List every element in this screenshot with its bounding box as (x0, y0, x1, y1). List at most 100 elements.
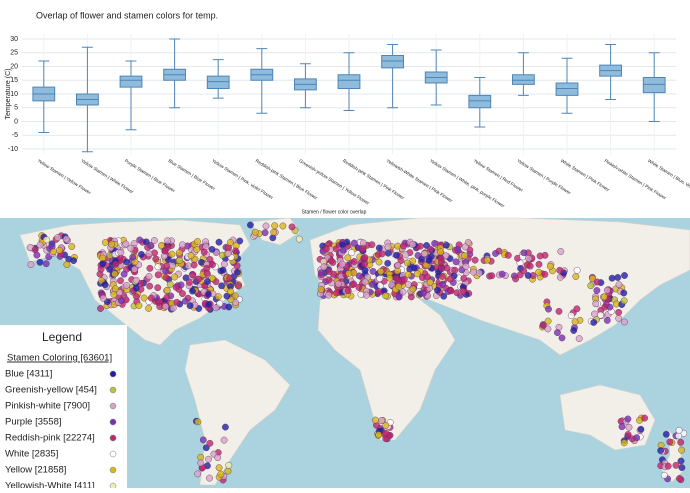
map-point (232, 247, 240, 255)
map-point (618, 423, 626, 431)
map-point (36, 258, 44, 266)
map-point (407, 293, 415, 301)
map-point (214, 454, 222, 461)
map-point (338, 260, 346, 268)
map-point (438, 265, 446, 272)
map-point (374, 288, 382, 295)
legend-label: Reddish-pink [22274] (5, 433, 95, 444)
map-point (359, 239, 367, 247)
map-point (544, 325, 552, 333)
y-tick-label: 25 (10, 50, 18, 57)
y-tick-label: 0 (14, 118, 18, 125)
map-point (176, 256, 184, 264)
map-point (434, 286, 441, 294)
map-point (129, 253, 137, 261)
map-point (512, 275, 519, 283)
map-point (225, 461, 233, 469)
map-point (399, 288, 407, 296)
map-point (106, 265, 114, 273)
map-point (419, 289, 427, 297)
map-point (447, 287, 455, 295)
map-point (557, 248, 565, 255)
map-point (169, 262, 176, 270)
map-point (179, 290, 186, 297)
map-point (145, 304, 153, 312)
map-point (451, 266, 459, 274)
map-point (461, 252, 468, 260)
map-point (350, 239, 358, 247)
map-point (539, 322, 547, 329)
map-point (110, 291, 118, 298)
map-point (466, 246, 474, 254)
map-point (541, 270, 549, 278)
map-point (118, 297, 125, 304)
map-point (223, 292, 231, 300)
map-point (438, 272, 446, 280)
map-point (184, 262, 192, 270)
legend-label: Yellowish-White [411] (5, 481, 95, 488)
map-point (227, 288, 235, 295)
map-point (122, 240, 130, 248)
map-point (621, 272, 628, 279)
map-point (498, 270, 506, 278)
legend-swatch (109, 482, 117, 490)
map-point (154, 271, 162, 279)
map-point (624, 415, 632, 423)
map-point (251, 228, 259, 236)
map-point (520, 267, 528, 275)
map-point (641, 414, 648, 422)
map-point (163, 286, 171, 294)
map-point (154, 263, 162, 271)
map-point (166, 280, 174, 288)
map-point (363, 291, 370, 299)
map-point (325, 291, 332, 299)
map-point (178, 241, 186, 249)
map-point (597, 311, 604, 319)
legend-swatch (109, 418, 117, 426)
map-point (339, 246, 347, 254)
y-tick-label: -5 (12, 132, 18, 139)
map-point (42, 260, 50, 268)
map-point (344, 287, 352, 294)
map-point (197, 453, 205, 461)
map-point (202, 444, 210, 452)
map-point (409, 285, 417, 293)
map-point (404, 271, 412, 279)
map-point (112, 285, 119, 293)
map-point (101, 239, 109, 246)
map-point (572, 273, 580, 280)
map-point (209, 261, 216, 269)
legend-label: White [2835] (5, 449, 58, 460)
map-point (378, 417, 386, 424)
map-point (332, 245, 340, 253)
map-point (520, 249, 528, 257)
map-point (554, 329, 561, 336)
map-point (145, 273, 153, 280)
map-point (147, 242, 155, 250)
legend-swatch (109, 402, 117, 410)
y-tick-label: 5 (14, 105, 18, 112)
map-point (637, 425, 645, 433)
map-point (194, 470, 202, 478)
map-point (333, 289, 340, 297)
map-point (615, 314, 623, 322)
map-point (36, 241, 44, 249)
map-point (375, 258, 383, 266)
map-point (544, 317, 552, 325)
map-point (361, 253, 369, 261)
map-point (376, 275, 384, 282)
map-point (573, 266, 581, 274)
map-point (377, 268, 385, 275)
map-point (431, 239, 438, 247)
map-point (220, 436, 228, 444)
map-point (111, 270, 119, 278)
map-point (606, 303, 614, 311)
map-point (271, 222, 279, 230)
map-point (123, 281, 130, 289)
map-point (589, 275, 596, 282)
map-point (162, 302, 170, 310)
map-point (154, 284, 162, 292)
map-point (206, 439, 214, 447)
legend-title: Legend (42, 330, 82, 344)
map-point (204, 290, 212, 298)
